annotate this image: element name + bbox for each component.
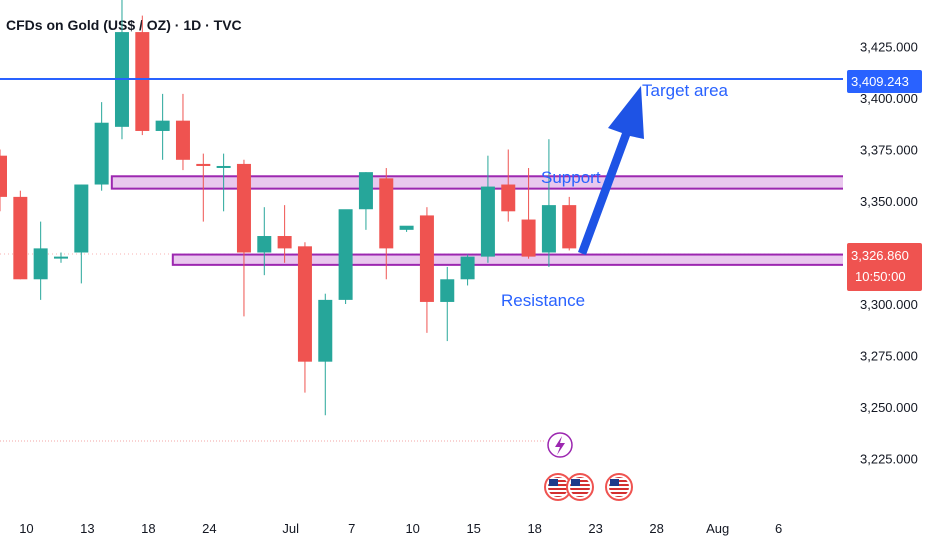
candle-body [74, 184, 89, 253]
candle[interactable] [399, 225, 414, 232]
candle-body [480, 186, 495, 257]
candle-body [53, 256, 68, 259]
chart-title: CFDs on Gold (US$ / OZ) · 1D · TVC [6, 17, 242, 33]
x-tick-label: 23 [588, 521, 602, 536]
candle-body [297, 246, 312, 362]
support-label: Support [541, 168, 601, 187]
candle-body [318, 299, 333, 362]
resistance-label: Resistance [501, 291, 585, 310]
candle-body [196, 163, 211, 166]
countdown-timer: 10:50:00 [855, 269, 906, 284]
candle[interactable] [419, 207, 434, 333]
candle[interactable] [501, 149, 516, 222]
candle[interactable] [155, 93, 170, 160]
candle[interactable] [277, 205, 292, 263]
candle-body [175, 120, 190, 160]
y-tick-label: 3,350.000 [860, 194, 918, 209]
candle-body [155, 120, 170, 131]
candle[interactable] [175, 93, 190, 171]
candle[interactable] [440, 266, 455, 342]
candle[interactable] [318, 293, 333, 416]
candle-body [277, 236, 292, 249]
candle[interactable] [257, 207, 272, 276]
target-price-badge [847, 70, 922, 93]
x-tick-label: 7 [348, 521, 355, 536]
candle[interactable] [53, 252, 68, 263]
candle[interactable] [358, 172, 373, 230]
candle[interactable] [236, 159, 251, 317]
candle-body [94, 122, 109, 185]
candle[interactable] [338, 209, 353, 304]
y-tick-label: 3,400.000 [860, 91, 918, 106]
current-price-value: 3,326.860 [851, 248, 909, 263]
candle[interactable] [0, 149, 7, 212]
y-tick-label: 3,375.000 [860, 143, 918, 158]
us-flag-icon[interactable] [544, 473, 572, 501]
candle-body [501, 184, 516, 212]
candle-body [419, 215, 434, 302]
y-tick-label: 3,425.000 [860, 40, 918, 55]
x-tick-label: 15 [466, 521, 480, 536]
x-tick-label: 28 [649, 521, 663, 536]
y-tick-label: 3,300.000 [860, 297, 918, 312]
y-tick-label: 3,275.000 [860, 349, 918, 364]
candle-body [358, 172, 373, 210]
lightning-event-icon[interactable] [547, 432, 573, 458]
candle[interactable] [13, 190, 28, 280]
candle-body [257, 236, 272, 253]
candle[interactable] [460, 254, 475, 286]
x-tick-label: 6 [775, 521, 782, 536]
candle-body [236, 163, 251, 253]
candle-body [399, 225, 414, 230]
candle-body [379, 178, 394, 249]
candle[interactable] [480, 155, 495, 263]
candle-body [135, 32, 150, 131]
candle-body [0, 155, 7, 197]
candle[interactable] [135, 15, 150, 136]
candle-body [521, 219, 536, 257]
candle-body [562, 205, 577, 249]
candle[interactable] [94, 102, 109, 191]
candle-body [13, 196, 28, 280]
x-tick-label: Aug [706, 521, 729, 536]
candle[interactable] [114, 0, 129, 140]
x-tick-label: 13 [80, 521, 94, 536]
us-flag-icon[interactable] [605, 473, 633, 501]
candle[interactable] [216, 153, 231, 212]
target-price-value: 3,409.243 [851, 74, 909, 89]
y-tick-label: 3,225.000 [860, 452, 918, 467]
candle[interactable] [74, 184, 89, 284]
y-tick-label: 3,250.000 [860, 400, 918, 415]
candle[interactable] [521, 168, 536, 259]
x-tick-label: 18 [141, 521, 155, 536]
candle[interactable] [33, 221, 48, 300]
candle-body [216, 165, 231, 168]
x-tick-label: 18 [527, 521, 541, 536]
candle[interactable] [541, 139, 556, 267]
bullish-arrow-icon [578, 86, 644, 255]
candle[interactable] [379, 168, 394, 280]
candle-body [460, 256, 475, 280]
candle-body [440, 279, 455, 302]
us-flag-icon[interactable] [566, 473, 594, 501]
resistance-zone[interactable] [171, 253, 860, 266]
candle[interactable] [562, 196, 577, 251]
x-tick-label: Jul [282, 521, 299, 536]
target-area-label: Target area [642, 81, 729, 100]
candle-body [33, 248, 48, 280]
current-price-badge [847, 243, 922, 291]
x-tick-label: 10 [405, 521, 419, 536]
candle[interactable] [196, 153, 211, 222]
candle-body [541, 205, 556, 253]
candle[interactable] [297, 242, 312, 393]
candle-body [338, 209, 353, 300]
x-tick-label: 10 [19, 521, 33, 536]
x-tick-label: 24 [202, 521, 216, 536]
